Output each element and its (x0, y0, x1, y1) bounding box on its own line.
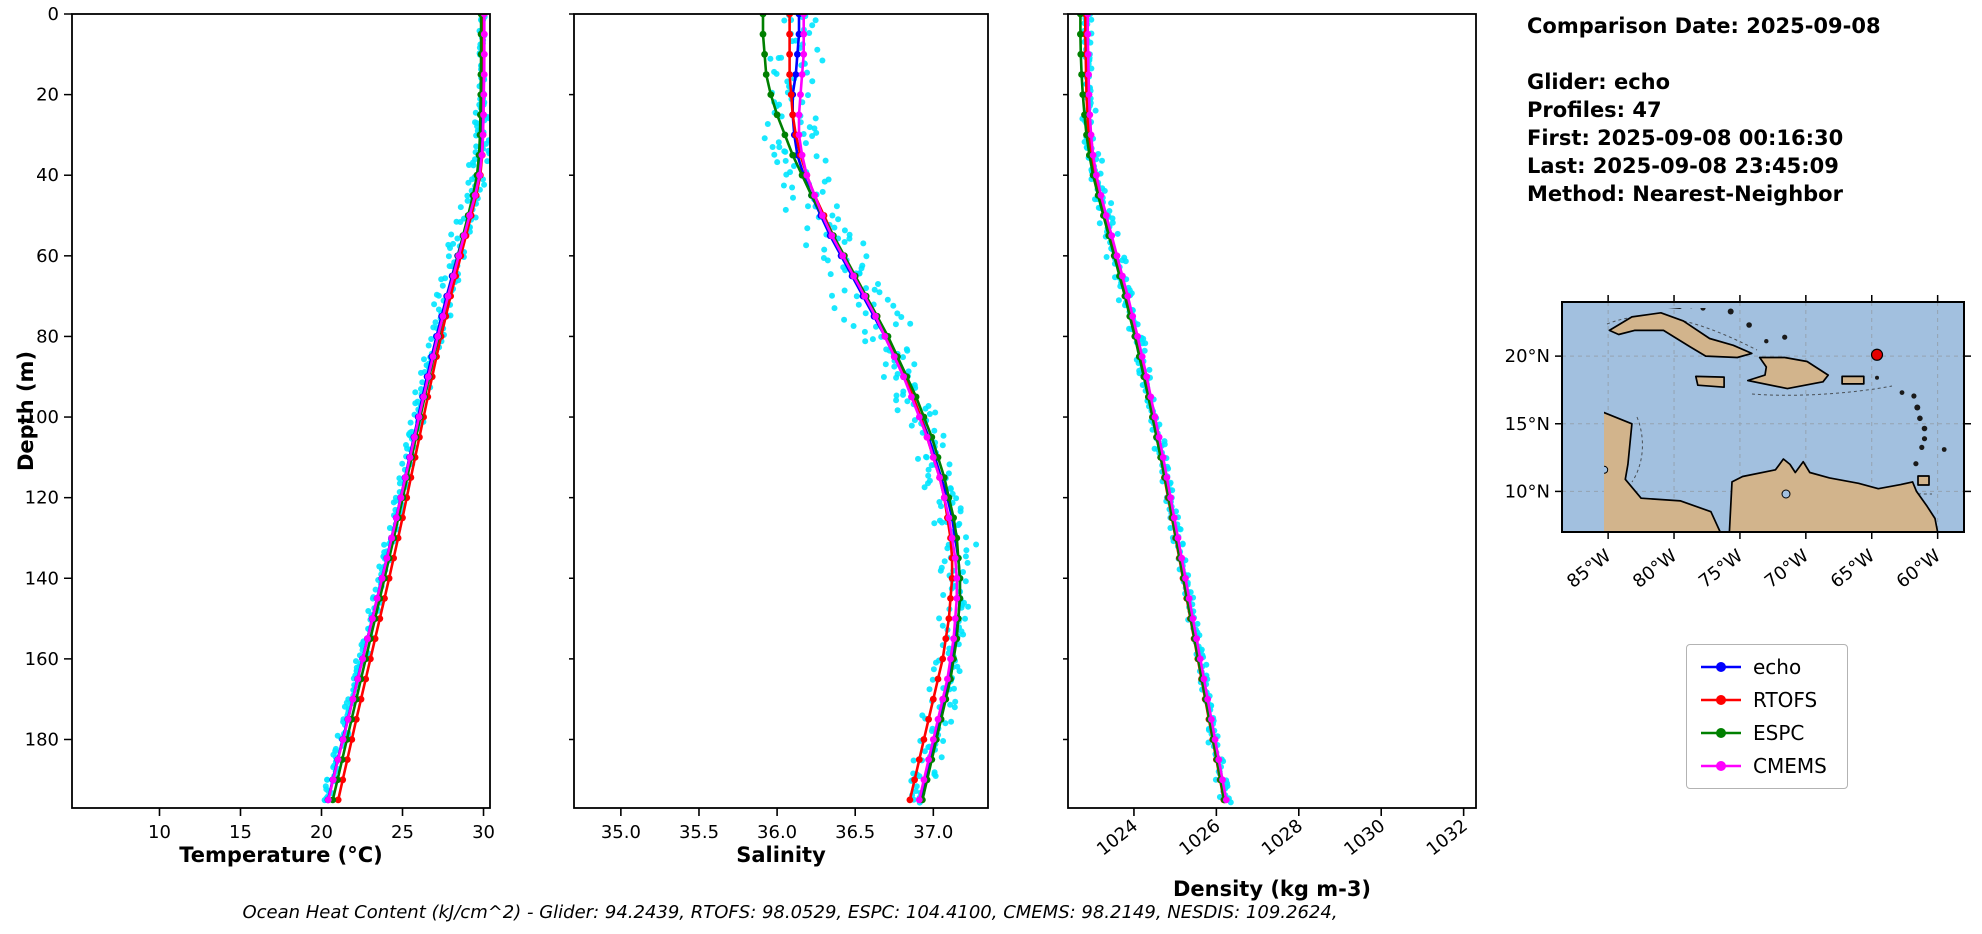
svg-text:20: 20 (310, 822, 333, 843)
caribbean-map: 85°W 80°W 75°W 70°W 65°W 60°W 20°N 15°N 10°N (1505, 295, 1971, 593)
svg-text:160: 160 (25, 649, 59, 670)
svg-text:20: 20 (36, 85, 59, 106)
legend-label: echo (1753, 655, 1802, 679)
density-axis-label: Density (kg m-3) (1172, 877, 1372, 901)
svg-text:1026: 1026 (1175, 815, 1224, 860)
svg-text:15°N: 15°N (1505, 414, 1550, 435)
svg-text:70°W: 70°W (1761, 545, 1813, 592)
svg-text:10: 10 (148, 822, 171, 843)
svg-text:15: 15 (229, 822, 252, 843)
legend-item-echo: echo (1699, 655, 1827, 679)
info-spacer (1527, 40, 1881, 68)
legend-line-marker-icon (1701, 728, 1741, 738)
comparison-date: Comparison Date: 2025-09-08 (1527, 14, 1881, 38)
info-panel: Comparison Date: 2025-09-08 Glider: echo… (1527, 12, 1881, 208)
legend: echo RTOFS ESPC CMEMS (1686, 644, 1848, 789)
svg-text:60: 60 (36, 246, 59, 267)
legend-label: RTOFS (1753, 688, 1818, 712)
temperature-axis-label: Temperature (°C) (179, 843, 383, 867)
legend-item-CMEMS: CMEMS (1699, 754, 1827, 778)
svg-text:100: 100 (25, 407, 59, 428)
legend-line-marker-icon (1701, 761, 1741, 771)
svg-text:36.5: 36.5 (835, 822, 875, 843)
info-method: Method: Nearest-Neighbor (1527, 182, 1843, 206)
svg-text:20°N: 20°N (1505, 346, 1550, 367)
svg-text:60°W: 60°W (1893, 545, 1945, 592)
legend-label: ESPC (1753, 721, 1805, 745)
svg-text:120: 120 (25, 488, 59, 509)
info-profiles: Profiles: 47 (1527, 98, 1662, 122)
info-last: Last: 2025-09-08 23:45:09 (1527, 154, 1839, 178)
info-glider: Glider: echo (1527, 70, 1671, 94)
temperature-plot: 10 15 20 25 30 0 20 40 60 80 100 120 140 160 180 (25, 4, 495, 843)
svg-text:37.0: 37.0 (913, 822, 953, 843)
svg-text:1030: 1030 (1340, 815, 1389, 860)
salinity-plot: 35.0 35.5 36.0 36.5 37.0 (569, 13, 989, 843)
density-plot: 1024 1026 1028 1030 1032 (1063, 13, 1477, 860)
svg-text:1024: 1024 (1093, 815, 1142, 860)
svg-text:36.0: 36.0 (757, 822, 797, 843)
svg-text:25: 25 (391, 822, 414, 843)
svg-text:75°W: 75°W (1695, 545, 1747, 592)
info-first: First: 2025-09-08 00:16:30 (1527, 126, 1844, 150)
svg-text:35.5: 35.5 (679, 822, 719, 843)
svg-text:1032: 1032 (1423, 815, 1472, 860)
salinity-axis-label: Salinity (736, 843, 826, 867)
svg-text:65°W: 65°W (1827, 545, 1879, 592)
legend-label: CMEMS (1753, 754, 1827, 778)
ohc-footer: Ocean Heat Content (kJ/cm^2) - Glider: 9… (242, 902, 1338, 923)
svg-text:180: 180 (25, 729, 59, 750)
svg-text:30: 30 (472, 822, 495, 843)
svg-text:80: 80 (36, 326, 59, 347)
svg-text:140: 140 (25, 568, 59, 589)
svg-text:35.0: 35.0 (601, 822, 641, 843)
svg-text:0: 0 (48, 4, 59, 25)
glider-position-marker (1870, 348, 1884, 361)
svg-text:80°W: 80°W (1629, 545, 1681, 592)
svg-text:10°N: 10°N (1505, 481, 1550, 502)
legend-line-marker-icon (1701, 695, 1741, 705)
legend-line-marker-icon (1701, 662, 1741, 672)
svg-text:85°W: 85°W (1563, 545, 1615, 592)
legend-item-ESPC: ESPC (1699, 721, 1827, 745)
svg-text:1028: 1028 (1258, 815, 1307, 860)
svg-text:40: 40 (36, 165, 59, 186)
legend-item-RTOFS: RTOFS (1699, 688, 1827, 712)
